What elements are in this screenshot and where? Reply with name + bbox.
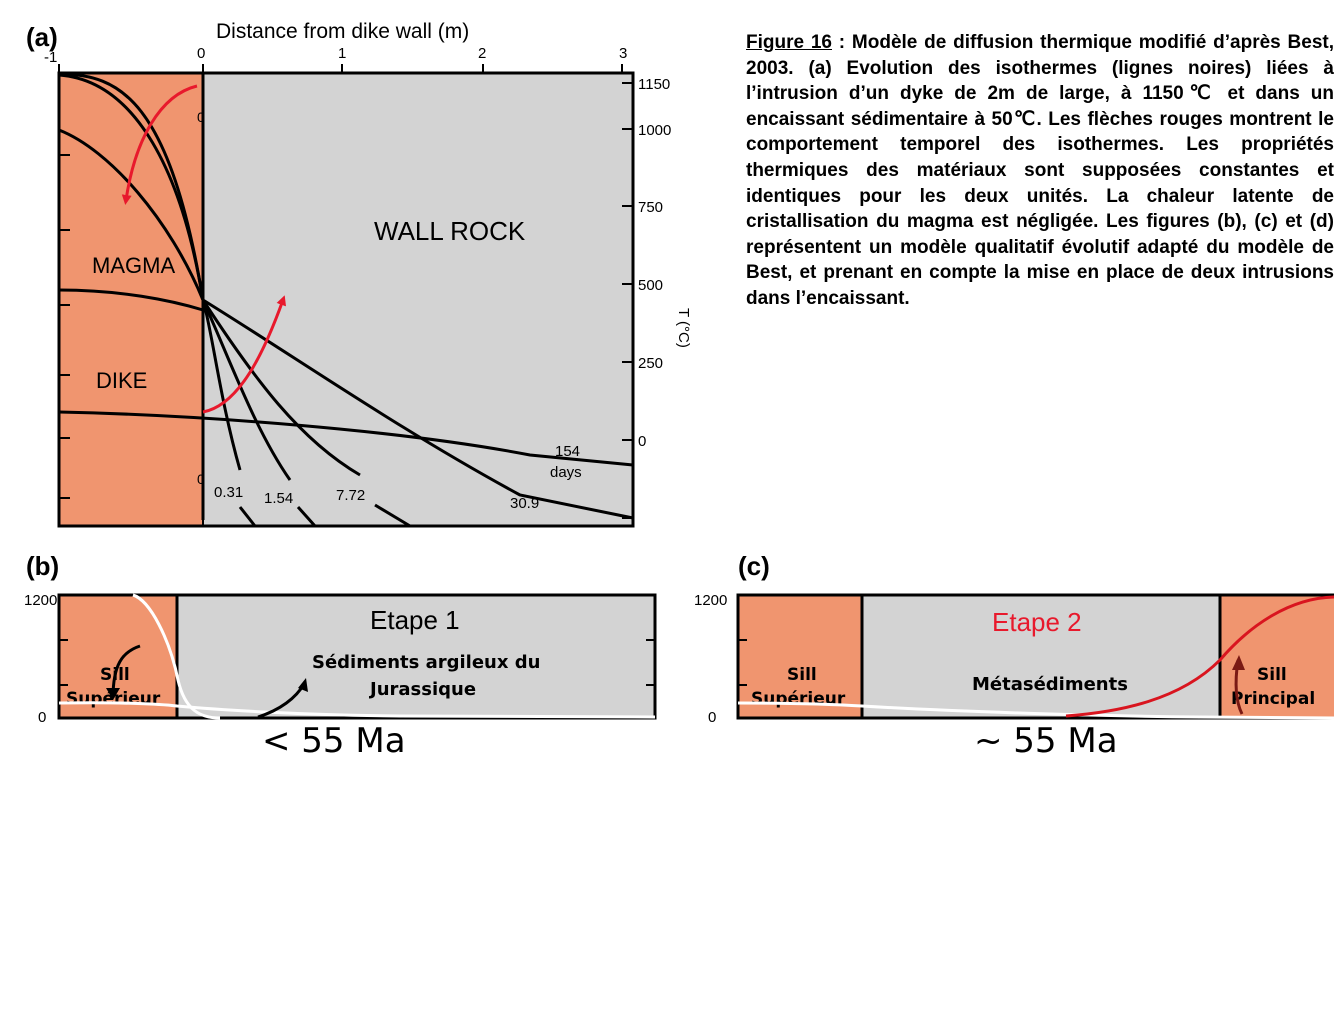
curve-label-0-top: 0	[197, 109, 205, 125]
isotherm-0-31	[201, 299, 242, 471]
x-tick-label: 1	[338, 45, 346, 62]
magma-label: MAGMA	[92, 253, 175, 278]
rock-label: Jurassique	[368, 679, 476, 700]
stage-title: Etape 2	[992, 607, 1082, 637]
sill-right-label: Sill	[1257, 665, 1287, 685]
sill-superieur-region	[738, 595, 862, 718]
black-arrow-down-head	[106, 688, 120, 700]
x-tick-label: 0	[197, 45, 205, 62]
x-tick-label: -1	[44, 49, 57, 66]
figure-caption: Figure 16 : Modèle de diffusion thermiqu…	[746, 30, 1334, 312]
sill-left-label: Sill	[787, 665, 817, 685]
isotherm-magma-2	[58, 73, 205, 301]
curve-label-154: 154	[555, 443, 580, 460]
x-tick-label: 3	[619, 45, 627, 62]
caption-text: : Modèle de diffusion thermique modifié …	[746, 32, 1334, 309]
black-arrow-up-head	[298, 678, 308, 692]
y-bottom-label: 0	[708, 709, 716, 726]
plot-frame	[736, 593, 1334, 720]
rock-label: Métasédiments	[972, 674, 1128, 695]
isotherm-early-stub-3	[374, 503, 411, 528]
arrow-up-head	[1232, 655, 1245, 670]
curve-label-0-bottom: 0	[197, 471, 205, 487]
x-axis-title: Distance from dike wall (m)	[216, 20, 469, 43]
curve-label-1-54: 1.54	[264, 490, 293, 507]
profile-steep	[132, 593, 221, 720]
axis-ticks	[738, 639, 747, 686]
y-top-label: 1200	[694, 592, 727, 609]
profile-red	[1065, 595, 1334, 718]
x-tick-label: 2	[478, 45, 486, 62]
isotherm-1-54	[201, 299, 292, 481]
plot-frame	[57, 593, 657, 720]
red-arrow-cooling	[121, 84, 198, 205]
curve-label-0-31: 0.31	[214, 484, 243, 501]
sill-right-label: Principal	[1231, 689, 1315, 709]
panel-c: (c) 1200 0 Etape 2 Métasédiments Sill Su…	[694, 551, 1334, 761]
isotherm-magma-3	[58, 128, 205, 301]
y-bottom-label: 0	[38, 709, 46, 726]
wall-rock-label: WALL ROCK	[374, 216, 526, 246]
isotherm-curves	[58, 72, 634, 528]
panel-a: (a) Distance from dike wall (m) -1 0 1 2…	[26, 20, 692, 528]
panel-c-label: (c)	[738, 551, 770, 581]
sediment-region	[177, 595, 655, 718]
isotherm-early-stub-1	[238, 506, 257, 527]
profile-flat	[58, 701, 656, 719]
curve-label-7-72: 7.72	[336, 487, 365, 504]
plot-frame	[57, 71, 635, 528]
curve-label-30-9: 30.9	[510, 495, 539, 512]
y-tick-label: 500	[638, 277, 663, 294]
panel-b-label: (b)	[26, 551, 59, 581]
y-tick-label: 0	[638, 433, 646, 450]
isotherm-154	[58, 410, 634, 467]
curve-label-days: days	[550, 464, 582, 481]
axis-ticks	[58, 64, 633, 519]
profile-white	[737, 701, 1334, 720]
y-tick-label: 1000	[638, 122, 671, 139]
y-axis-title: T (°C)	[675, 308, 692, 348]
isotherm-30-9	[202, 298, 634, 520]
y-tick-label: 750	[638, 199, 663, 216]
age-label: ~ 55 Ma	[974, 721, 1118, 761]
age-label: < 55 Ma	[262, 721, 406, 761]
y-tick-label: 250	[638, 355, 663, 372]
sill-superieur-region	[59, 595, 177, 718]
axis-ticks	[59, 639, 655, 686]
red-arrow-heating	[202, 295, 287, 414]
wall-rock-region	[203, 73, 633, 526]
isotherm-early-stub-2	[296, 505, 317, 528]
temperature-profiles	[58, 593, 656, 720]
isotherm-7-72	[201, 299, 361, 477]
y-top-label: 1200	[24, 592, 57, 609]
dike-label: DIKE	[96, 368, 147, 393]
magma-region	[59, 73, 203, 526]
figure-number: Figure 16	[746, 32, 832, 53]
panel-b: (b) 1200 0 Etape 1 Sédiments argileux du…	[24, 551, 657, 761]
stage-title: Etape 1	[370, 605, 460, 635]
rock-label: Sédiments argileux du	[312, 652, 540, 673]
isotherm-magma-4	[58, 288, 204, 312]
y-tick-label: 1150	[638, 76, 670, 93]
panel-a-label: (a)	[26, 22, 58, 52]
